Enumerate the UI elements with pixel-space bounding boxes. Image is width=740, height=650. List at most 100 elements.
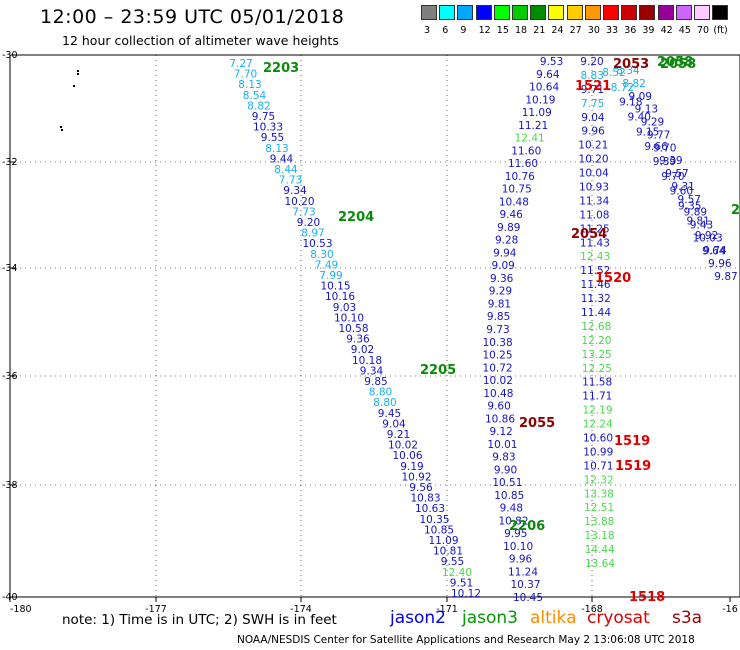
lon-tick-label: -177	[145, 604, 167, 615]
track-cryosat-middle-value: 10.48	[483, 388, 513, 400]
track-jason3-west-value: 10.92	[401, 471, 431, 483]
lon-tick-label: -171	[436, 604, 458, 615]
track-cryosat-middle-value: 9.73	[486, 324, 509, 336]
track-jason3-northeast-a-value: 9.64	[702, 245, 726, 257]
track-jason3-west-value: 7.73	[292, 206, 315, 218]
pass-time-label: 2204	[338, 210, 374, 225]
track-jason3-west-value: 7.99	[319, 270, 342, 282]
track-jason3-west-value: 8.80	[369, 387, 392, 399]
track-cryosat-middle-value: 9.94	[493, 247, 517, 259]
track-cryosat-middle-value: 11.60	[508, 158, 538, 170]
color-scale-label: 45	[678, 25, 691, 36]
color-scale-swatch	[657, 5, 674, 20]
track-cryosat-east-value: 8.83	[581, 70, 604, 82]
track-jason3-west-value: 10.20	[284, 196, 314, 208]
track-jason3-northeast-a-value: 9.70	[653, 142, 676, 154]
track-cryosat-middle-value: 10.75	[502, 184, 532, 196]
track-cryosat-middle-value: 9.46	[499, 209, 523, 221]
track-jason3-northeast-a-value: 9.57	[678, 194, 701, 206]
track-jason3-northeast-a-value: 8.82	[622, 78, 645, 90]
track-jason3-northeast-b-value: 8.72	[611, 82, 634, 94]
color-scale-swatch	[566, 5, 583, 20]
legend-jason2: jason2	[390, 608, 446, 628]
track-cryosat-east-value: 11.44	[581, 307, 611, 319]
track-cryosat-east-value: 11.46	[581, 279, 611, 291]
track-cryosat-east-value: 9.20	[580, 56, 603, 68]
color-scale-swatch	[421, 5, 437, 20]
track-jason3-west-value: 8.44	[274, 164, 298, 176]
track-cryosat-east-value: 14.44	[585, 544, 615, 556]
color-scale-label: 6	[442, 25, 449, 36]
track-jason3-west-value: 9.20	[297, 217, 320, 229]
track-cryosat-middle-value: 11.60	[511, 145, 541, 157]
track-jason3-northeast-a-value: 9.09	[629, 91, 652, 103]
color-scale-swatch	[548, 5, 565, 20]
track-jason3-west-value: 7.70	[234, 69, 257, 81]
color-scale-swatch	[675, 5, 692, 20]
track-jason3-west-value: 8.54	[243, 90, 267, 102]
track-cryosat-middle-value: 9.09	[491, 260, 514, 272]
track-cryosat-middle-value: 9.90	[494, 464, 517, 476]
track-jason3-west-value: 9.44	[270, 153, 294, 165]
track-jason3-northeast-b-value: 9.15	[636, 126, 659, 138]
island-dot	[77, 73, 79, 75]
track-jason3-west-value: 9.02	[351, 344, 374, 356]
track-cryosat-east-value: 10.71	[583, 460, 613, 472]
color-scale-label: 24	[551, 25, 564, 36]
track-cryosat-middle-value: 10.37	[510, 579, 540, 591]
pass-time-label: 2053	[613, 57, 649, 72]
lon-tick-label: -180	[10, 604, 32, 615]
lat-tick-label: -32	[2, 157, 18, 168]
track-jason3-west-value: 9.55	[261, 132, 284, 144]
track-jason3-northeast-b-value: 9.40	[628, 112, 651, 124]
track-jason3-west-value: 9.19	[400, 461, 423, 473]
lat-tick-label: -34	[2, 263, 18, 274]
track-cryosat-middle-value: 10.25	[482, 350, 512, 362]
track-cryosat-middle-value: 10.64	[529, 82, 559, 94]
map-frame	[9, 54, 740, 598]
track-jason3-west-value: 9.51	[450, 577, 473, 589]
track-cryosat-east-value: 12.43	[580, 251, 610, 263]
track-cryosat-east-value: 12.51	[584, 502, 614, 514]
track-cryosat-middle-value: 10.82	[498, 515, 528, 527]
track-jason3-northeast-b-value: 9.18	[619, 97, 642, 109]
track-cryosat-east-value: 12.32	[584, 474, 614, 486]
track-jason3-northeast-a-value: 9.39	[659, 155, 682, 167]
pass-time-label: 2054	[571, 227, 607, 242]
track-cryosat-middle-value: 9.12	[489, 426, 512, 438]
color-scale-label: 70	[697, 25, 710, 36]
color-scale-swatch	[603, 5, 619, 20]
pass-time-label: 1518	[629, 590, 665, 605]
track-cryosat-middle-value: 9.81	[488, 298, 511, 310]
track-cryosat-east-value: 10.04	[579, 168, 609, 180]
color-scale-label: 42	[660, 25, 673, 36]
island-dot	[77, 70, 79, 72]
track-jason3-northeast-b-value: 9.70	[661, 171, 684, 183]
track-jason3-west-value: 9.34	[283, 185, 307, 197]
track-jason3-west-value: 8.13	[238, 79, 261, 91]
track-cryosat-middle-value: 11.24	[508, 566, 538, 578]
color-scale-label: 15	[496, 25, 509, 36]
track-jason3-west-value: 9.75	[252, 111, 275, 123]
track-cryosat-east-value: 11.08	[579, 209, 609, 221]
track-jason3-west-value: 9.03	[333, 302, 356, 314]
track-jason3-west-value: 10.83	[410, 493, 440, 505]
track-jason3-west-value: 12.40	[442, 567, 472, 579]
color-scale-swatch	[712, 5, 729, 20]
lon-tick-label: -168	[581, 604, 603, 615]
track-cryosat-middle-value: 9.96	[509, 554, 533, 566]
track-jason3-west-value: 10.02	[388, 440, 418, 452]
track-cryosat-east-value: 12.20	[581, 335, 611, 347]
track-jason3-west-value: 8.30	[310, 249, 333, 261]
island-dot	[61, 129, 63, 131]
track-jason3-west-value: 9.55	[441, 556, 464, 568]
pass-time-label: 2206	[509, 519, 545, 534]
track-jason3-west-value: 9.04	[382, 418, 406, 430]
track-cryosat-east-value: 12.19	[583, 405, 613, 417]
track-cryosat-middle-value: 9.85	[487, 311, 510, 323]
color-scale-swatch	[457, 5, 474, 20]
track-cryosat-east-value: 13.88	[584, 516, 614, 528]
pass-time-label: 2205	[420, 363, 456, 378]
track-cryosat-east-value: 11.71	[582, 391, 612, 403]
